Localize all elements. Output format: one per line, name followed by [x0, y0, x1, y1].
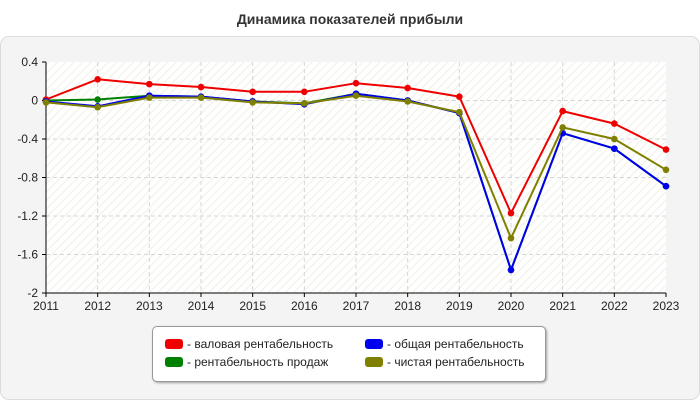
data-point-chistaya	[559, 124, 566, 131]
data-point-obshaya	[662, 182, 670, 190]
legend-label-obshaya: - общая рентабельность	[387, 337, 524, 351]
data-point-chistaya	[94, 103, 101, 111]
data-point-valovaya	[146, 80, 153, 88]
data-point-obshaya	[611, 145, 618, 152]
x-tick-label: 2012	[84, 299, 111, 313]
data-point-valovaya	[611, 120, 618, 127]
legend-swatch-prodazh	[165, 357, 183, 367]
data-point-valovaya	[662, 146, 670, 153]
data-point-chistaya	[507, 234, 515, 242]
data-point-chistaya	[301, 100, 308, 107]
x-tick-label: 2011	[33, 299, 59, 313]
data-point-chistaya	[42, 99, 50, 106]
x-tick-label: 2019	[446, 299, 473, 313]
data-point-obshaya	[507, 266, 515, 274]
data-point-valovaya	[352, 79, 360, 87]
data-point-chistaya	[197, 94, 205, 101]
legend-item-prodazh: - рентабельность продаж	[165, 355, 328, 369]
data-point-valovaya	[301, 88, 308, 96]
x-tick-label: 2021	[549, 299, 576, 313]
x-tick-label: 2022	[601, 299, 628, 313]
y-tick-label: 0.4	[21, 55, 38, 69]
x-tick-label: 2014	[188, 299, 215, 313]
legend-swatch-valovaya	[165, 339, 183, 349]
y-tick-label: -0.4	[17, 132, 38, 146]
y-tick-label: -1.6	[17, 248, 38, 262]
x-tick-label: 2013	[136, 299, 163, 313]
x-tick-label: 2017	[343, 299, 370, 313]
y-tick-label: 0	[31, 94, 38, 108]
data-point-valovaya	[456, 93, 463, 100]
chart-legend: - валовая рентабельность - общая рентабе…	[152, 326, 546, 382]
legend-label-chistaya: - чистая рентабельность	[387, 355, 525, 369]
legend-swatch-obshaya	[365, 339, 383, 349]
legend-label-prodazh: - рентабельность продаж	[187, 355, 329, 369]
data-point-valovaya	[559, 107, 566, 115]
x-tick-label: 2020	[498, 299, 525, 313]
legend-item-chistaya: - чистая рентабельность	[365, 355, 524, 369]
legend-item-obshaya: - общая рентабельность	[365, 337, 524, 351]
legend-label-valovaya: - валовая рентабельность	[187, 337, 334, 351]
y-tick-label: -2	[27, 286, 38, 300]
x-tick-label: 2023	[653, 299, 680, 313]
data-point-valovaya	[197, 83, 205, 91]
data-point-chistaya	[404, 98, 411, 105]
x-tick-label: 2015	[239, 299, 266, 313]
data-point-chistaya	[611, 135, 618, 143]
data-point-valovaya	[249, 88, 256, 96]
data-point-valovaya	[507, 209, 515, 217]
data-point-chistaya	[456, 108, 463, 116]
data-point-chistaya	[249, 99, 256, 106]
y-tick-label: -0.8	[17, 171, 38, 185]
legend-item-valovaya: - валовая рентабельность	[165, 337, 333, 351]
x-tick-label: 2018	[394, 299, 421, 313]
series-layer	[42, 76, 670, 274]
chart-title: Динамика показателей прибыли	[236, 11, 464, 27]
legend-swatch-chistaya	[365, 357, 383, 367]
data-point-chistaya	[662, 166, 670, 174]
data-point-valovaya	[404, 84, 411, 92]
data-point-chistaya	[352, 92, 360, 99]
x-tick-label: 2016	[291, 299, 318, 313]
data-point-prodazh	[94, 96, 101, 103]
y-tick-label: -1.2	[17, 209, 38, 223]
data-point-valovaya	[94, 76, 101, 83]
data-point-chistaya	[146, 94, 153, 101]
